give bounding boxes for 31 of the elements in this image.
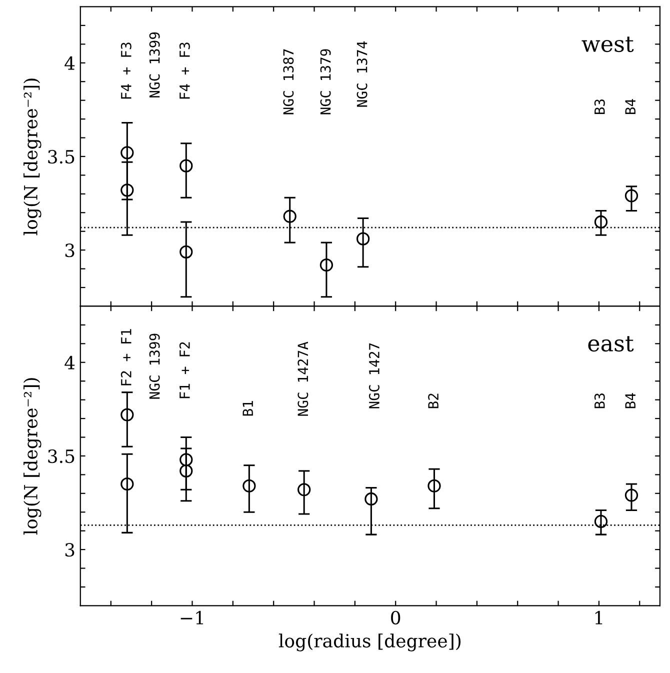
- y-tick-label: 3.5: [48, 449, 74, 464]
- x-tick-label: −1: [180, 610, 203, 624]
- annotation: F4 + F3: [179, 42, 190, 99]
- y-axis-title: log(N [degree⁻²]): [24, 378, 42, 535]
- annotation: NGC 1399: [149, 334, 160, 399]
- annotation: NGC 1379: [320, 49, 331, 114]
- y-tick-label: 3.5: [48, 150, 74, 164]
- y-axis-title: log(N [degree⁻²]): [24, 78, 42, 236]
- x-tick-label: 1: [595, 610, 602, 624]
- annotation: F2 + F1: [120, 329, 132, 386]
- annotation: NGC 1387: [283, 49, 294, 114]
- y-tick-label: 3: [65, 244, 74, 258]
- annotation: B2: [428, 394, 438, 408]
- y-tick-label: 3: [65, 543, 74, 557]
- annotation: B1: [242, 400, 253, 416]
- annotation: B3: [594, 394, 605, 408]
- annotation: B3: [594, 99, 605, 114]
- annotation: NGC 1427A: [298, 342, 308, 416]
- annotation: F1 + F2: [179, 342, 190, 398]
- annotation: NGC 1374: [356, 41, 368, 107]
- annotation: B4: [625, 393, 636, 408]
- annotation: F4 + F3: [120, 42, 132, 99]
- x-axis-title: log(radius [degree]): [278, 634, 461, 652]
- annotation: NGC 1427: [368, 343, 380, 408]
- y-tick-label: 4: [64, 356, 75, 370]
- annotation: B4: [625, 99, 636, 114]
- annotation: east: [588, 336, 634, 352]
- x-tick-label: 0: [391, 610, 400, 625]
- annotation: west: [582, 36, 634, 52]
- y-tick-label: 4: [64, 56, 75, 70]
- annotation: NGC 1399: [149, 32, 160, 98]
